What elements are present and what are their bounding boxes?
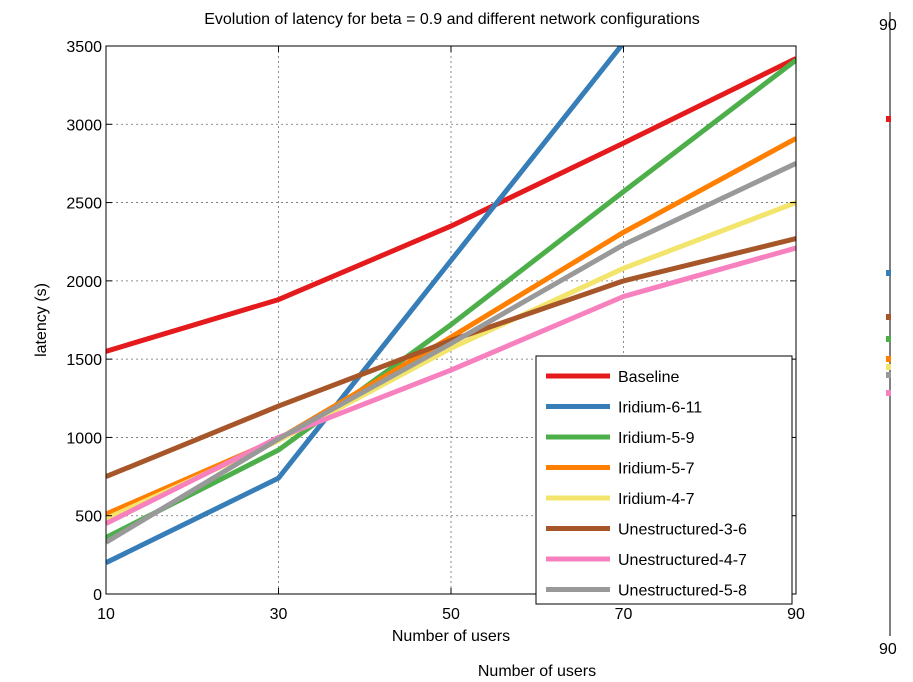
background-mark-orange: [886, 356, 891, 362]
x-tick-label: 30: [270, 606, 288, 623]
y-tick-label: 2500: [66, 196, 102, 213]
x-tick-label: 10: [97, 606, 115, 623]
series-line-unestructured-3-6: [106, 236, 796, 479]
series-line-baseline: [106, 56, 796, 354]
legend-label-iridium-6-11: Iridium-6-11: [618, 400, 702, 417]
x-tick-label: 50: [442, 606, 460, 623]
background-tick-bottom: 90: [879, 641, 897, 658]
chart-title: Evolution of latency for beta = 0.9 and …: [204, 11, 700, 28]
background-mark-red: [886, 116, 891, 122]
y-tick-label: 0: [93, 587, 102, 604]
y-tick-label: 1500: [66, 352, 102, 369]
y-tick-label: 500: [75, 509, 102, 526]
series-line-unestructured-5-8: [106, 161, 796, 545]
background-mark-pink: [886, 390, 891, 396]
series-line-iridium-5-9: [106, 58, 796, 540]
background-mark-yellow: [886, 364, 891, 370]
legend-label-unestructured-5-8: Unestructured-5-8: [618, 583, 747, 600]
series-line-iridium-6-11: [106, 46, 625, 565]
background-mark-green: [886, 336, 891, 342]
background-x-axis-label: Number of users: [478, 663, 596, 680]
series-lines: [106, 46, 796, 565]
legend: Baseline Iridium-6-11 Iridium-5-9 Iridium-5…: [535, 355, 793, 605]
legend-box: [535, 355, 793, 605]
y-tick-label: 3500: [66, 39, 102, 56]
legend-label-iridium-5-9: Iridium-5-9: [618, 430, 695, 447]
legend-label-unestructured-3-6: Unestructured-3-6: [618, 522, 747, 539]
series-line-unestructured-4-7: [106, 245, 796, 526]
background-tick-top: 90: [879, 17, 897, 34]
background-figure: 90 90 Number of users: [478, 12, 897, 680]
axis-ticks: 10 30 50 70 90 0 500 1000 1500 2000 2500 3000 3500: [66, 39, 805, 623]
background-mark-gray: [886, 372, 891, 378]
legend-label-baseline: Baseline: [618, 369, 679, 386]
legend-label-iridium-4-7: Iridium-4-7: [618, 491, 695, 508]
x-tick-label: 70: [615, 606, 633, 623]
x-tick-label: 90: [787, 606, 805, 623]
x-axis-label: Number of users: [392, 628, 510, 645]
y-tick-label: 1000: [66, 430, 102, 447]
y-axis-label: latency (s): [33, 283, 50, 357]
y-tick-label: 2000: [66, 274, 102, 291]
background-mark-blue: [886, 270, 891, 276]
y-tick-label: 3000: [66, 117, 102, 134]
background-mark-brown: [886, 314, 891, 320]
legend-label-unestructured-4-7: Unestructured-4-7: [618, 552, 747, 569]
legend-label-iridium-5-7: Iridium-5-7: [618, 461, 695, 478]
